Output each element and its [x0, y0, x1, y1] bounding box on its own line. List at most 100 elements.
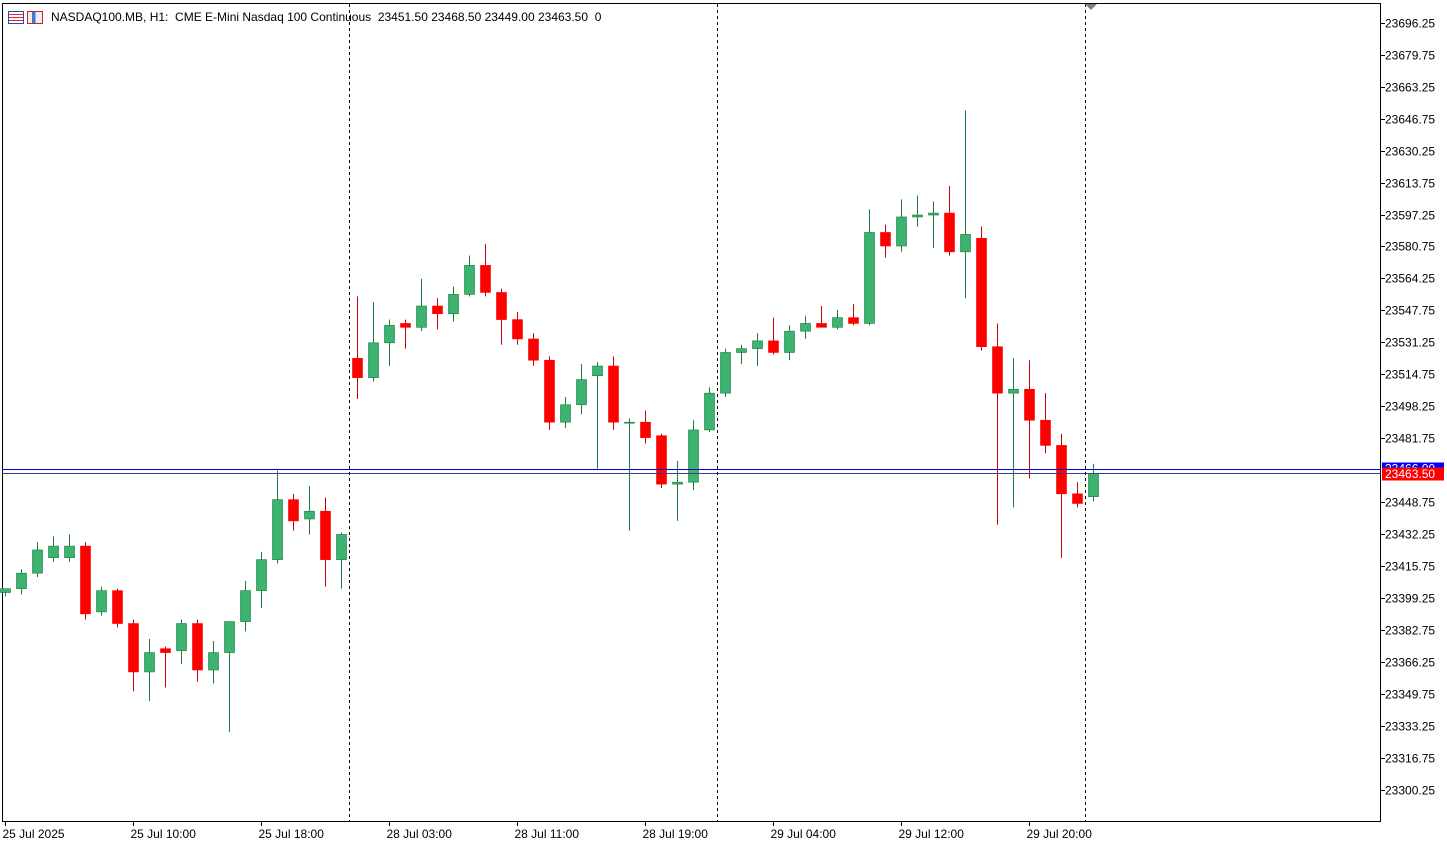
- candle[interactable]: [368, 302, 379, 382]
- candle[interactable]: [80, 542, 91, 620]
- candle[interactable]: [208, 640, 219, 684]
- candle[interactable]: [432, 298, 443, 330]
- candle[interactable]: [752, 333, 763, 367]
- candle[interactable]: [240, 580, 251, 632]
- candle[interactable]: [480, 244, 491, 297]
- candle[interactable]: [96, 586, 107, 616]
- candle-body-bear: [656, 435, 667, 485]
- candle[interactable]: [160, 646, 171, 688]
- candle[interactable]: [784, 325, 795, 361]
- y-tick-label: 23432.25: [1385, 528, 1435, 542]
- candle[interactable]: [128, 619, 139, 692]
- candle[interactable]: [832, 309, 843, 330]
- candle[interactable]: [880, 224, 891, 258]
- candle[interactable]: [144, 639, 155, 701]
- y-tick-label: 23399.25: [1385, 592, 1435, 606]
- candle[interactable]: [592, 362, 603, 469]
- candle-body-bull: [384, 325, 395, 344]
- candle[interactable]: [672, 460, 683, 521]
- candle-body-bear: [1072, 493, 1083, 504]
- candle[interactable]: [64, 534, 75, 562]
- candle[interactable]: [800, 315, 811, 339]
- candle-body-bear: [528, 338, 539, 361]
- candle[interactable]: [528, 333, 539, 367]
- candle[interactable]: [976, 226, 987, 351]
- candle[interactable]: [1040, 393, 1051, 454]
- candle[interactable]: [512, 311, 523, 345]
- candle[interactable]: [944, 185, 955, 256]
- candle[interactable]: [720, 348, 731, 398]
- candle[interactable]: [464, 255, 475, 297]
- current-price-label-bg: [1382, 467, 1444, 481]
- x-tick-label: 29 Jul 12:00: [899, 827, 965, 841]
- chart-list-icon[interactable]: [8, 10, 24, 24]
- candle[interactable]: [400, 319, 411, 349]
- candle-body-bear: [112, 590, 123, 624]
- candle-body-bull: [144, 652, 155, 673]
- candle[interactable]: [736, 344, 747, 365]
- candle[interactable]: [320, 497, 331, 587]
- candle[interactable]: [688, 420, 699, 490]
- candle[interactable]: [848, 304, 859, 326]
- candle[interactable]: [1072, 482, 1083, 508]
- candle[interactable]: [1008, 358, 1019, 508]
- candle[interactable]: [48, 536, 59, 562]
- x-tick-label: 25 Jul 18:00: [259, 827, 325, 841]
- candle[interactable]: [864, 209, 875, 326]
- ohlc-values: 23451.50 23468.50 23449.00 23463.50: [377, 10, 589, 24]
- y-tick-label: 23580.75: [1385, 240, 1435, 254]
- candle[interactable]: [656, 433, 667, 489]
- candle-body-bear: [352, 357, 363, 378]
- candle-body-bear: [640, 421, 651, 438]
- candle[interactable]: [896, 199, 907, 252]
- y-tick-label: 23663.25: [1385, 81, 1435, 95]
- y-tick-label: 23316.75: [1385, 752, 1435, 766]
- candle-body-bull: [912, 214, 923, 218]
- candle[interactable]: [112, 588, 123, 628]
- candle[interactable]: [912, 195, 923, 227]
- candle-body-bear: [1024, 388, 1035, 421]
- candle[interactable]: [336, 532, 347, 589]
- candle-body-bull: [800, 323, 811, 332]
- candle[interactable]: [640, 410, 651, 444]
- candle[interactable]: [384, 319, 395, 367]
- candle[interactable]: [288, 493, 299, 531]
- candle[interactable]: [928, 201, 939, 248]
- candle[interactable]: [192, 619, 203, 682]
- candle[interactable]: [560, 397, 571, 428]
- x-tick-label: 25 Jul 2025: [3, 827, 65, 841]
- candle[interactable]: [304, 486, 315, 535]
- candle[interactable]: [704, 387, 715, 432]
- shift-marker-icon[interactable]: [1085, 4, 1097, 10]
- candle[interactable]: [768, 317, 779, 355]
- chart-bars-icon[interactable]: [27, 10, 43, 24]
- candle[interactable]: [816, 306, 827, 328]
- candle[interactable]: [0, 588, 11, 597]
- y-tick-label: 23679.75: [1385, 49, 1435, 63]
- candle-body-bull: [48, 545, 59, 559]
- candle[interactable]: [176, 619, 187, 665]
- candle[interactable]: [32, 542, 43, 578]
- candle[interactable]: [608, 356, 619, 430]
- candle-body-bull: [1088, 473, 1099, 498]
- y-tick-label: 23498.25: [1385, 400, 1435, 414]
- candle[interactable]: [256, 551, 267, 609]
- current-price-label: 23463.50: [1385, 467, 1435, 481]
- candle[interactable]: [576, 364, 587, 415]
- candle[interactable]: [992, 323, 1003, 525]
- candle[interactable]: [448, 286, 459, 322]
- x-tick-label: 29 Jul 20:00: [1027, 827, 1093, 841]
- candle-body-bull: [0, 588, 11, 593]
- candle[interactable]: [272, 470, 283, 564]
- candle[interactable]: [352, 296, 363, 399]
- candle[interactable]: [496, 288, 507, 345]
- candle[interactable]: [224, 621, 235, 732]
- candle[interactable]: [544, 356, 555, 430]
- candle[interactable]: [1024, 360, 1035, 479]
- candle[interactable]: [624, 418, 635, 531]
- candle[interactable]: [960, 110, 971, 299]
- candle[interactable]: [416, 278, 427, 332]
- candle[interactable]: [16, 569, 27, 595]
